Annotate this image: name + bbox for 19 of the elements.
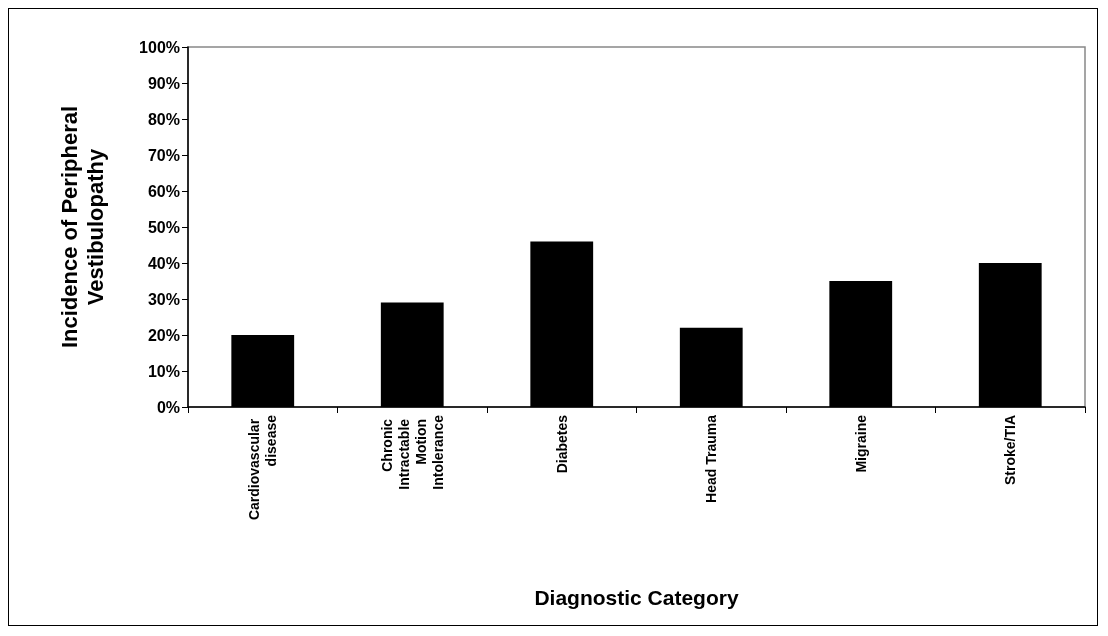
y-tick-label: 100% xyxy=(139,38,180,56)
x-tick-label: Cardiovascular disease xyxy=(246,414,280,521)
y-tick-label: 40% xyxy=(147,254,180,272)
x-tick-label: Head Trauma xyxy=(703,414,720,503)
y-tick-label: 90% xyxy=(147,74,180,92)
y-tick-label: 30% xyxy=(147,290,180,308)
x-tick-label: Migraine xyxy=(852,414,869,473)
x-axis-title: Diagnostic Category xyxy=(534,586,739,609)
x-tick-label: Diabetes xyxy=(553,414,570,474)
y-tick-label: 20% xyxy=(147,326,180,344)
y-tick-label: 70% xyxy=(147,146,180,164)
y-tick-label: 0% xyxy=(156,398,180,416)
x-tick-label: Chronic Intractable Motion Intolerance xyxy=(378,414,446,490)
y-tick-label: 10% xyxy=(147,362,180,380)
y-tick-label: 80% xyxy=(147,110,180,128)
y-axis-title: Incidence of Peripheral Vestibulopathy xyxy=(56,105,108,349)
x-tick-label: Stroke/TIA xyxy=(1002,415,1019,486)
y-tick-label: 60% xyxy=(147,182,180,200)
y-tick-label: 50% xyxy=(147,218,180,236)
